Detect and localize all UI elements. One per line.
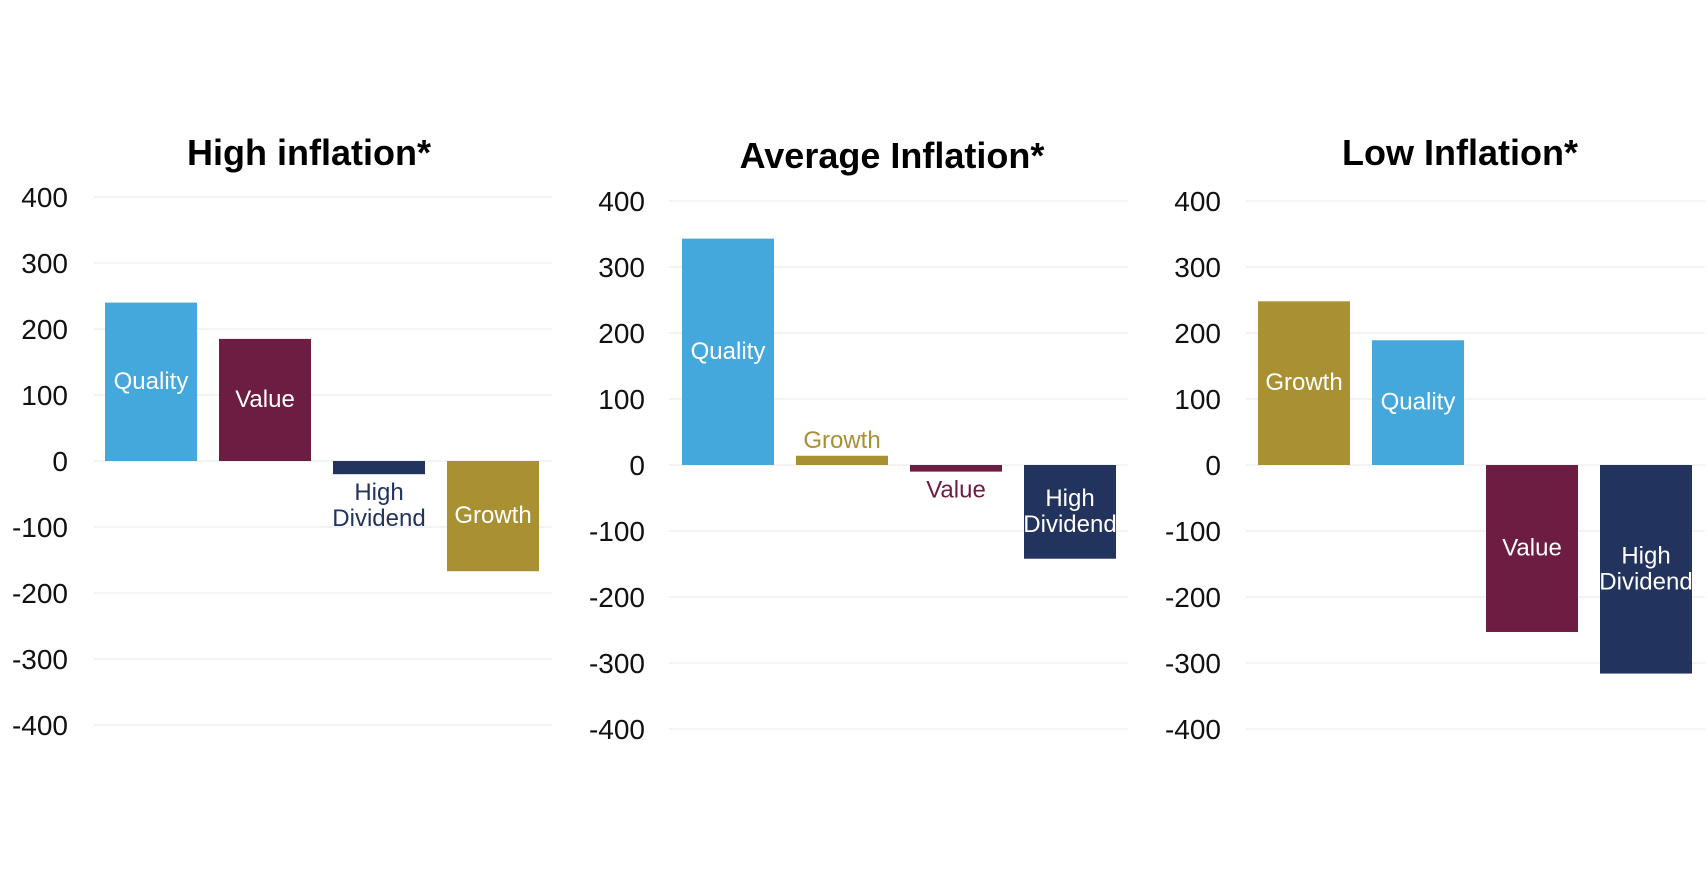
bar-high-dividend	[1600, 465, 1692, 674]
y-tick-label: 400	[598, 186, 645, 217]
bar-label-line: Dividend	[332, 505, 425, 532]
y-tick-label: -400	[1165, 714, 1221, 745]
y-tick-label: -300	[12, 644, 68, 675]
y-tick-label: 0	[1205, 450, 1221, 481]
bar-label-line: Dividend	[1023, 511, 1116, 538]
y-tick-label: 0	[52, 446, 68, 477]
bar-value	[1486, 465, 1578, 632]
y-tick-label: 0	[629, 450, 645, 481]
bar-label-line: Dividend	[1599, 568, 1692, 595]
y-tick-label: -200	[589, 582, 645, 613]
bar-label: High Dividend	[1023, 485, 1116, 538]
y-tick-label: 300	[1174, 252, 1221, 283]
bar-label-line: High	[354, 479, 403, 506]
y-tick-label: 100	[21, 380, 68, 411]
bar-quality	[105, 302, 197, 461]
panel-average-inflation: Average Inflation* 400 300 200 100 0 -100 -200…	[589, 135, 1128, 745]
panel-high-inflation: High inflation* 400 300 200 100 0 -100 -200 -30…	[12, 132, 552, 741]
y-tick-label: -200	[1165, 582, 1221, 613]
bar-high-dividend	[1024, 465, 1116, 559]
y-tick-label: 200	[21, 314, 68, 345]
bar-label: Quality	[114, 368, 189, 395]
bar-label: Growth	[803, 427, 880, 454]
y-tick-label: -300	[1165, 648, 1221, 679]
bar-label-line: High	[1045, 485, 1094, 512]
y-tick-label: 400	[21, 182, 68, 213]
bar-value	[219, 338, 311, 461]
bar-label: Growth	[454, 502, 531, 529]
chart-title: Average Inflation*	[740, 135, 1045, 176]
y-tick-label: -200	[12, 578, 68, 609]
y-tick-label: 300	[598, 252, 645, 283]
bar-label: High Dividend	[332, 479, 425, 532]
y-tick-label: -100	[12, 512, 68, 543]
panel-low-inflation: Low Inflation* 400 300 200 100 0 -100 -200 -300…	[1165, 132, 1705, 745]
bar-label: Value	[235, 386, 295, 413]
bar-growth	[1258, 301, 1350, 465]
bar-quality	[682, 238, 774, 465]
bar-label-line: High	[1621, 542, 1670, 569]
y-tick-label: 300	[21, 248, 68, 279]
bar-label: High Dividend	[1599, 542, 1692, 595]
bar-growth	[447, 461, 539, 572]
bar-label: Quality	[691, 338, 766, 365]
y-tick-label: 100	[1174, 384, 1221, 415]
bar-high-dividend	[333, 461, 425, 475]
bar-label: Quality	[1381, 389, 1456, 416]
y-tick-label: -100	[589, 516, 645, 547]
y-tick-label: 100	[598, 384, 645, 415]
y-tick-label: -300	[589, 648, 645, 679]
y-tick-label: -100	[1165, 516, 1221, 547]
y-tick-label: 200	[1174, 318, 1221, 349]
bar-label: Value	[926, 477, 986, 504]
y-tick-label: -400	[12, 710, 68, 741]
chart-title: High inflation*	[187, 132, 431, 173]
y-tick-label: 200	[598, 318, 645, 349]
bar-value	[910, 465, 1002, 472]
chart-title: Low Inflation*	[1342, 132, 1578, 173]
y-tick-label: 400	[1174, 186, 1221, 217]
y-tick-label: -400	[589, 714, 645, 745]
bar-quality	[1372, 340, 1464, 465]
bar-growth	[796, 455, 888, 465]
bar-label: Value	[1502, 534, 1562, 561]
bar-label: Growth	[1265, 369, 1342, 396]
